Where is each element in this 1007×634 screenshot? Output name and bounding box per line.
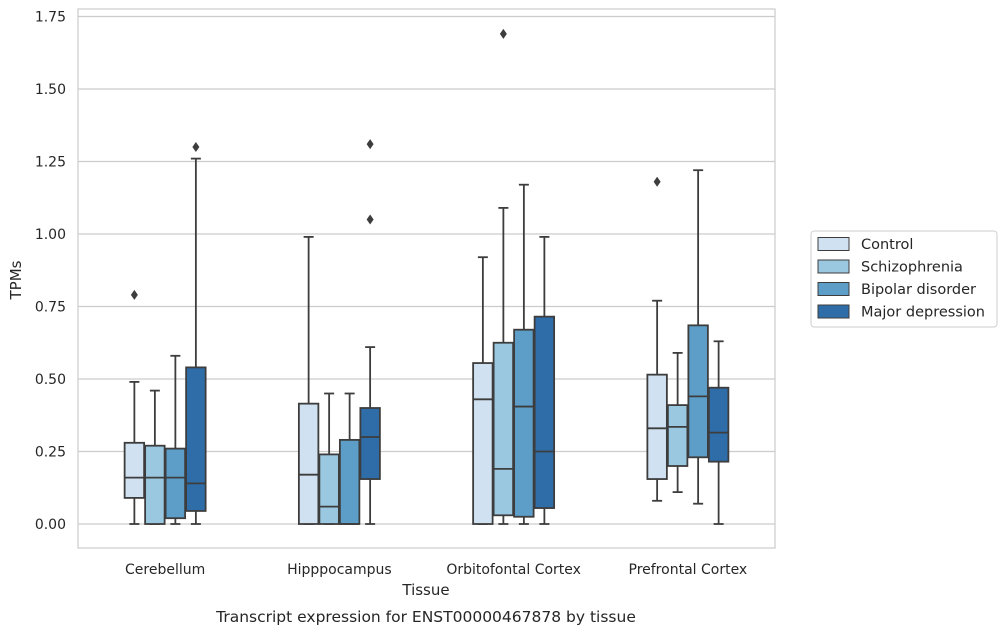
y-tick-label: 1.25 — [35, 155, 66, 171]
box-iqr — [338, 438, 361, 525]
legend-entry-label: Bipolar disorder — [861, 282, 976, 298]
legend-entry-label: Schizophrenia — [861, 260, 963, 276]
box-iqr — [185, 366, 207, 512]
chart-caption: Transcript expression for ENST0000046787… — [215, 608, 636, 626]
outlier-marker — [499, 28, 507, 39]
box-control — [472, 256, 494, 525]
legend: Control Schizophrenia Bipolar disorder Majo… — [810, 230, 998, 328]
box-iqr — [318, 453, 340, 525]
box-major-depression — [359, 139, 381, 525]
box-iqr — [297, 402, 320, 525]
box-iqr — [666, 404, 689, 467]
y-tick-label: 0.00 — [35, 517, 66, 533]
y-tick-label: 1.75 — [35, 10, 66, 26]
legend-swatch — [817, 259, 850, 274]
legend-entry-label: Control — [861, 237, 913, 253]
y-axis-label: TPMs — [7, 260, 25, 300]
legend-swatch — [817, 237, 850, 251]
legend-swatch — [817, 282, 850, 296]
x-tick-label: Hipppocampus — [287, 562, 392, 578]
y-tick-labels: 0.00 0.25 0.50 0.75 1.00 1.25 1.50 1.75 — [35, 10, 66, 534]
outlier-marker — [130, 289, 138, 300]
x-tick-label: Orbitofontal Cortex — [446, 562, 581, 578]
plot-frame — [77, 8, 776, 549]
outlier-marker — [366, 214, 374, 225]
box-iqr — [646, 373, 668, 480]
box-iqr — [687, 324, 709, 459]
box-iqr — [472, 362, 494, 525]
box-schizophrenia — [144, 389, 166, 525]
box-bipolar-disorder — [164, 354, 187, 525]
boxes — [123, 28, 730, 525]
y-tick-label: 0.50 — [35, 372, 66, 388]
box-major-depression — [707, 340, 730, 525]
y-tick-label: 1.00 — [35, 227, 66, 243]
box-iqr — [533, 315, 556, 509]
legend-entry-label: Major depression — [861, 305, 985, 321]
outlier-marker — [192, 142, 200, 152]
x-tick-label: Cerebellum — [125, 562, 205, 578]
x-tick-label: Prefrontal Cortex — [629, 562, 748, 578]
y-tick-label: 0.25 — [35, 445, 66, 461]
legend-frame — [810, 230, 998, 328]
box-major-depression — [185, 142, 207, 525]
box-iqr — [164, 447, 187, 520]
y-tick-label: 1.50 — [35, 82, 66, 98]
box-iqr — [359, 407, 381, 480]
box-bipolar-disorder — [687, 169, 709, 505]
box-iqr — [513, 328, 535, 518]
box-control — [646, 176, 668, 502]
box-iqr — [144, 444, 166, 525]
outlier-marker — [366, 139, 374, 150]
box-schizophrenia — [318, 392, 340, 525]
box-iqr — [492, 341, 515, 517]
outlier-marker — [653, 176, 661, 187]
x-tick-labels: Cerebellum Hipppocampus Orbitofontal Corte… — [125, 562, 747, 578]
box-iqr — [707, 386, 730, 463]
box-control — [297, 235, 320, 525]
box-control — [123, 289, 146, 525]
box-bipolar-disorder — [338, 392, 361, 525]
box-schizophrenia — [666, 351, 689, 494]
y-tick-label: 0.75 — [35, 300, 66, 316]
box-schizophrenia — [492, 28, 515, 525]
box-bipolar-disorder — [513, 183, 535, 525]
x-axis-label: Tissue — [401, 581, 449, 599]
box-iqr — [123, 441, 146, 499]
box-major-depression — [533, 235, 556, 525]
legend-swatch — [817, 304, 850, 319]
